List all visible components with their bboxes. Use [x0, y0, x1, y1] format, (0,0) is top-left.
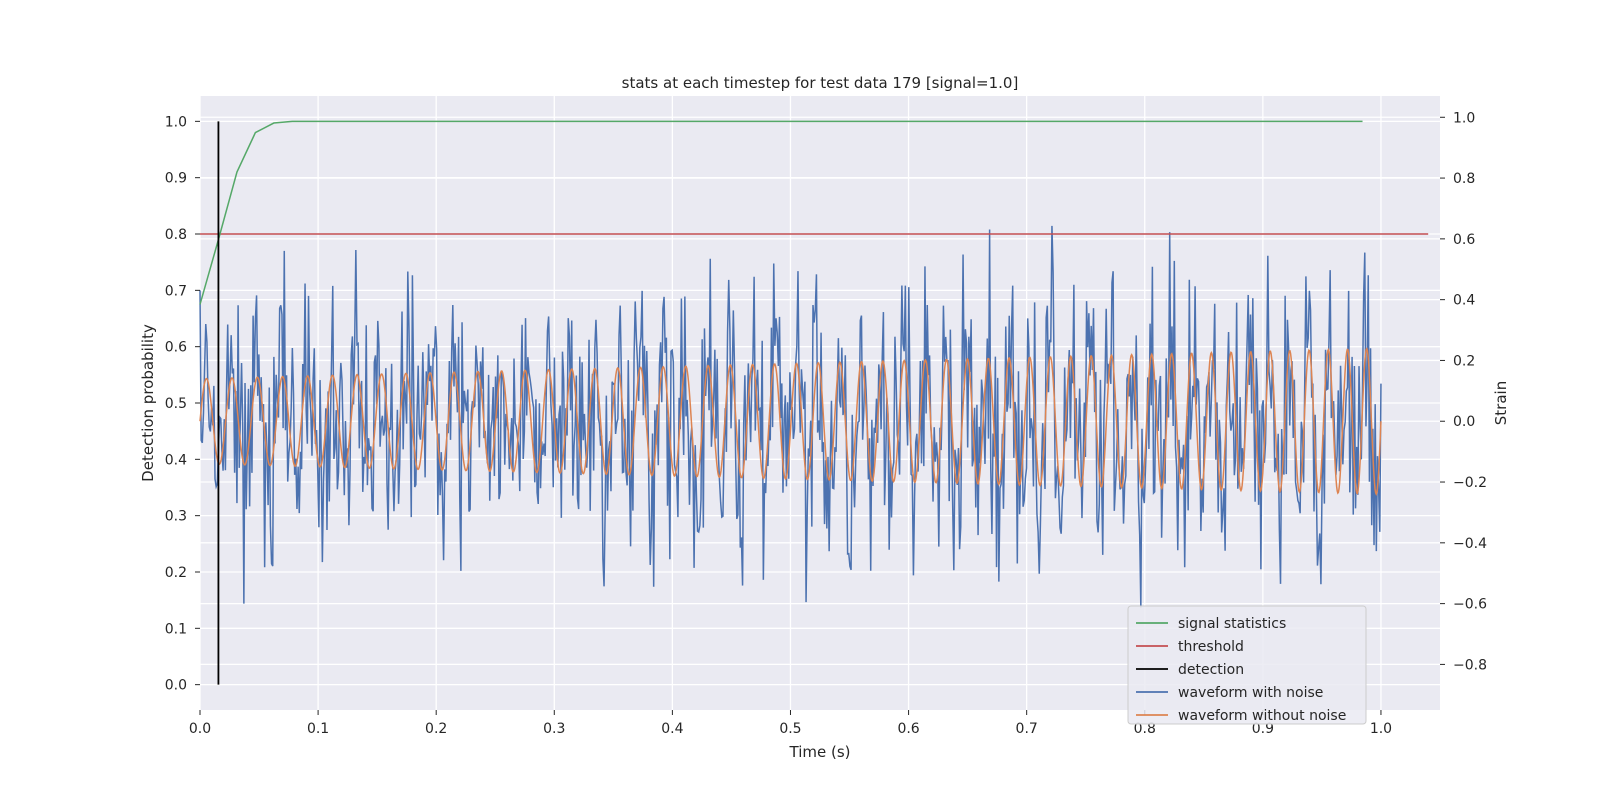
y-left-tick-label: 0.9 — [165, 171, 187, 187]
y-left-tick-label: 0.7 — [165, 283, 187, 299]
y-right-tick-label: 0.0 — [1453, 414, 1475, 430]
chart-title: stats at each timestep for test data 179… — [622, 74, 1019, 92]
y-right-tick-label: 0.8 — [1453, 171, 1475, 187]
series-signal-statistics — [199, 120, 1363, 305]
y-left-tick-label: 0.4 — [165, 452, 187, 468]
x-tick-label: 0.0 — [189, 721, 211, 737]
y-left-tick-label: 0.6 — [165, 340, 187, 356]
legend-entry: waveform without noise — [1178, 708, 1346, 724]
y-left-tick-label: 0.5 — [165, 396, 187, 412]
y-left-tick-label: 0.8 — [165, 227, 187, 243]
y-axis-right-ticks: −0.8 −0.6 −0.4 −0.2 0.0 0.2 0.4 0.6 0.8 1.0 — [1440, 110, 1487, 673]
y-left-tick-label: 0.3 — [165, 509, 187, 525]
y-left-tick-label: 0.2 — [165, 565, 187, 581]
x-tick-label: 0.5 — [779, 721, 801, 737]
legend-frame — [1127, 605, 1367, 725]
y-right-tick-label: −0.2 — [1453, 475, 1487, 491]
x-axis-label: Time (s) — [789, 743, 851, 761]
x-tick-label: 0.3 — [543, 721, 565, 737]
x-axis-ticks: 0.0 0.1 0.2 0.3 0.4 0.5 0.6 0.7 0.8 0.9 1.0 — [189, 710, 1392, 737]
x-tick-label: 0.1 — [307, 721, 329, 737]
series-waveform-without-noise — [199, 346, 1382, 496]
x-tick-label: 0.7 — [1016, 721, 1038, 737]
x-tick-label: 0.6 — [897, 721, 919, 737]
legend-entry: signal statistics — [1178, 616, 1286, 632]
legend-entry: threshold — [1178, 639, 1244, 655]
legend-entry: detection — [1178, 662, 1244, 678]
y-right-tick-label: 0.2 — [1453, 353, 1475, 369]
legend-entry: waveform with noise — [1178, 685, 1323, 701]
y-right-tick-label: −0.8 — [1453, 657, 1487, 673]
y-right-tick-label: −0.4 — [1453, 536, 1487, 552]
x-tick-label: 0.2 — [425, 721, 447, 737]
y-left-tick-label: 1.0 — [165, 114, 187, 130]
y-axis-left-label: Detection probability — [139, 324, 157, 482]
series-waveform-with-noise — [199, 225, 1382, 608]
x-tick-label: 1.0 — [1370, 721, 1392, 737]
y-right-tick-label: 1.0 — [1453, 110, 1475, 126]
y-axis-right-label: Strain — [1492, 381, 1510, 425]
y-right-tick-label: −0.6 — [1453, 597, 1487, 613]
x-tick-label: 0.4 — [661, 721, 683, 737]
x-tick-label: 0.9 — [1252, 721, 1274, 737]
y-right-tick-label: 0.4 — [1453, 293, 1475, 309]
y-left-tick-label: 0.0 — [165, 678, 187, 694]
y-right-tick-label: 0.6 — [1453, 232, 1475, 248]
series-layer — [199, 120, 1429, 685]
legend: signal statistics threshold detection wavef… — [1127, 605, 1367, 725]
y-left-tick-label: 0.1 — [165, 621, 187, 637]
x-tick-label: 0.8 — [1134, 721, 1156, 737]
y-axis-left-ticks: 0.0 0.1 0.2 0.3 0.4 0.5 0.6 0.7 0.8 0.9 1.0 — [165, 114, 200, 694]
